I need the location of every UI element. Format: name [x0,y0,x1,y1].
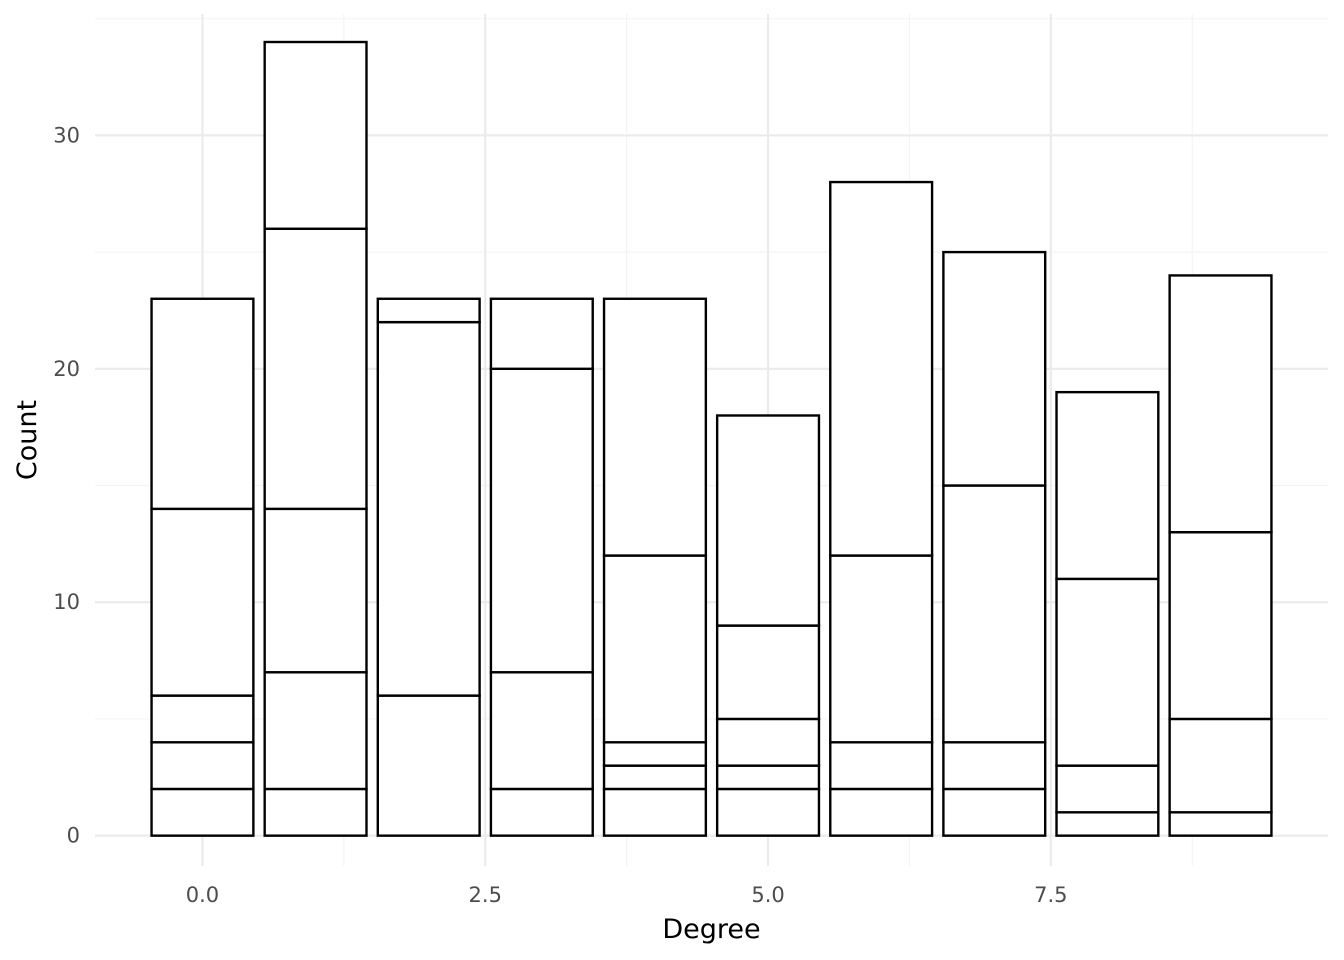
bar-stack [715,414,821,837]
bar-segment [829,180,934,557]
bar-segment [1168,811,1273,837]
bar-segment [715,717,821,767]
bar-segment [602,554,708,744]
bar-segment [1055,390,1160,581]
y-tick-label: 20 [53,357,80,381]
x-tick-label: 0.0 [186,883,219,907]
bar-segment [942,484,1047,744]
bar-segment [602,787,708,837]
x-tick-label: 5.0 [751,883,784,907]
bar-segment [1168,274,1273,534]
x-tick-label: 7.5 [1034,883,1067,907]
bar-segment [150,297,255,511]
bar-segment [150,741,255,791]
bar-stack [150,297,255,837]
bar-stack [942,250,1047,837]
y-tick-label: 0 [67,824,80,848]
bar-segment [376,297,481,324]
y-axis-tick-labels: 0 10 20 30 [53,123,80,847]
y-axis-title: Count [12,400,43,480]
bar-segment [942,741,1047,791]
bar-segment [602,297,708,557]
bar-segment [715,764,821,791]
bars [150,40,1273,837]
x-axis-title: Degree [662,914,760,945]
bar-segment [829,787,934,837]
bar-segment [263,787,368,837]
bar-segment [829,741,934,791]
bar-segment [829,554,934,744]
bar-segment [942,250,1047,487]
bar-segment [602,764,708,791]
bar-stack [489,297,594,837]
bar-segment [715,624,821,721]
bar-segment [489,671,594,791]
bar-stack [376,297,481,837]
bar-stack [1055,390,1160,837]
x-axis-tick-labels: 0.0 2.5 5.0 7.5 [186,883,1068,907]
bar-segment [376,320,481,697]
bar-segment [715,414,821,627]
bar-segment [1055,577,1160,767]
x-tick-label: 2.5 [469,883,502,907]
bar-segment [602,741,708,767]
y-tick-label: 10 [53,590,80,614]
bar-stack [829,180,934,837]
bar-segment [263,671,368,791]
bar-segment [1055,764,1160,814]
bar-segment [376,694,481,837]
y-tick-label: 30 [53,123,80,147]
bar-segment [489,787,594,837]
bar-segment [1055,811,1160,837]
bar-stack [602,297,708,837]
bar-segment [1168,717,1273,814]
bar-stack [263,40,368,837]
bar-segment [489,367,594,674]
bar-segment [150,787,255,837]
bar-segment [489,297,594,371]
bar-segment [150,694,255,744]
bar-segment [263,507,368,674]
bar-segment [942,787,1047,837]
bar-segment [263,40,368,230]
bar-segment [715,787,821,837]
bar-stack [1168,274,1273,837]
bar-segment [263,227,368,511]
bar-segment [1168,531,1273,721]
bar-segment [150,507,255,697]
